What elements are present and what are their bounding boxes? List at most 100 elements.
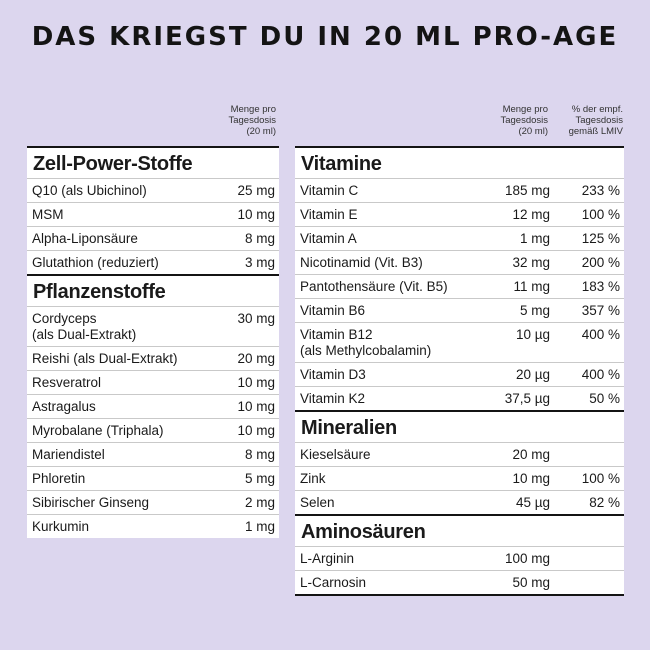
section-aminos-uren: Aminosäuren L-Arginin 100 mg L-Carnosin 50 m… [295,514,624,594]
nutrient-amount: 185 mg [504,183,550,198]
nutrient-row: Kurkumin 1 mg [27,514,279,538]
nutrient-amount: 11 mg [513,279,550,294]
nutrient-name: Cordyceps (als Dual-Extrakt) [32,311,137,342]
section-pflanzenstoffe: Pflanzenstoffe Cordyceps (als Dual-Extrak… [27,274,279,538]
nutrient-name: Astragalus [32,399,96,414]
nutrient-name: Reishi (als Dual-Extrakt) [32,351,178,366]
nutrient-row: Astragalus 10 mg [27,394,279,418]
section-mineralien: Mineralien Kieselsäure 20 mg Zink 10 mg 100 %… [295,410,624,514]
nutrient-amount: 10 mg [237,399,275,414]
nutrient-name: Glutathion (reduziert) [32,255,159,270]
nutrient-amount: 10 µg [515,327,550,342]
nutrient-row: Glutathion (reduziert) 3 mg [27,250,279,274]
nutrient-row: Phloretin 5 mg [27,466,279,490]
nutrient-name: Vitamin D3 [300,367,366,382]
nutrient-row: L-Carnosin 50 mg [295,570,624,594]
nutrient-name: L-Carnosin [300,575,367,590]
left-nutrient-panel: Zell-Power-Stoffe Q10 (als Ubichinol) 25 m… [27,146,279,538]
nutrient-name: Myrobalane (Triphala) [32,423,164,438]
nutrient-name: Alpha-Liponsäure [32,231,138,246]
nutrient-row: MSM 10 mg [27,202,279,226]
nutrient-amount: 10 mg [512,471,550,486]
nutrient-row: Reishi (als Dual-Extrakt) 20 mg [27,346,279,370]
nutrient-row: Vitamin A 1 mg 125 % [295,226,624,250]
nutrient-row: Selen 45 µg 82 % [295,490,624,514]
nutrient-row: Q10 (als Ubichinol) 25 mg [27,178,279,202]
section-title: Mineralien [301,417,397,439]
nutrient-percent: 233 % [581,183,620,198]
nutrient-amount: 5 mg [519,303,550,318]
nutrient-amount: 5 mg [244,471,275,486]
nutrient-row: Vitamin D3 20 µg 400 % [295,362,624,386]
nutrient-percent: 400 % [581,367,620,382]
nutrient-name: MSM [32,207,64,222]
nutrient-amount: 32 mg [512,255,550,270]
nutrient-name: Vitamin C [300,183,359,198]
nutrient-row: Vitamin K2 37,5 µg 50 % [295,386,624,410]
nutrient-percent: 50 % [589,391,620,406]
section-title: Vitamine [301,153,382,175]
nutrient-row: Pantothensäure (Vit. B5) 11 mg 183 % [295,274,624,298]
nutrient-percent: 200 % [581,255,620,270]
nutrient-row: Vitamin B6 5 mg 357 % [295,298,624,322]
nutrient-percent: 357 % [581,303,620,318]
nutrient-percent: 100 % [581,207,620,222]
nutrient-name: Vitamin B12 (als Methylcobalamin) [300,327,432,358]
nutrient-percent: 125 % [581,231,620,246]
left-column-header: Menge pro Tagesdosis (20 ml) [228,104,276,137]
nutrient-amount: 1 mg [244,519,275,534]
nutrient-name: Sibirischer Ginseng [32,495,150,510]
nutrient-name: Kurkumin [32,519,90,534]
nutrient-row: Resveratrol 10 mg [27,370,279,394]
nutrient-row: Nicotinamid (Vit. B3) 32 mg 200 % [295,250,624,274]
nutrient-name: Vitamin E [300,207,358,222]
section-vitamine: Vitamine Vitamin C 185 mg 233 % Vitamin E 12 … [295,146,624,410]
nutrient-amount: 8 mg [244,231,275,246]
nutrient-name: Kieselsäure [300,447,371,462]
nutrient-row: Zink 10 mg 100 % [295,466,624,490]
page-title: DAS KRIEGST DU IN 20 ML PRO-AGE [31,22,619,52]
nutrient-row: Alpha-Liponsäure 8 mg [27,226,279,250]
nutrient-name: Vitamin A [300,231,357,246]
nutrient-percent: 82 % [589,495,620,510]
nutrient-amount: 12 mg [512,207,550,222]
nutrient-amount: 10 mg [237,207,275,222]
section-title: Pflanzenstoffe [33,281,166,303]
nutrient-amount: 1 mg [519,231,550,246]
nutrient-name: Phloretin [32,471,86,486]
nutrient-amount: 10 mg [237,375,275,390]
nutrient-amount: 20 mg [512,447,550,462]
nutrient-row: Vitamin E 12 mg 100 % [295,202,624,226]
nutrient-amount: 10 mg [237,423,275,438]
nutrient-amount: 45 µg [515,495,550,510]
nutrient-name: Vitamin K2 [300,391,366,406]
right-nutrient-panel: Vitamine Vitamin C 185 mg 233 % Vitamin E 12 … [295,146,624,596]
nutrient-amount: 37,5 µg [504,391,550,406]
nutrient-amount: 20 mg [237,351,275,366]
right-column-header-percent: % der empf. Tagesdosis gemäß LMIV [568,104,623,137]
nutrient-amount: 30 mg [237,311,275,326]
nutrient-amount: 8 mg [244,447,275,462]
nutrient-row: Cordyceps (als Dual-Extrakt) 30 mg [27,306,279,346]
nutrient-amount: 20 µg [515,367,550,382]
nutrient-name: L-Arginin [300,551,355,566]
nutrient-row: Myrobalane (Triphala) 10 mg [27,418,279,442]
nutrient-name: Nicotinamid (Vit. B3) [300,255,423,270]
section-zell-power-stoffe: Zell-Power-Stoffe Q10 (als Ubichinol) 25 m… [27,146,279,274]
right-column-header-amount: Menge pro Tagesdosis (20 ml) [500,104,548,137]
nutrient-row: Sibirischer Ginseng 2 mg [27,490,279,514]
nutrient-percent: 400 % [581,327,620,342]
nutrient-name: Resveratrol [32,375,102,390]
nutrient-row: Kieselsäure 20 mg [295,442,624,466]
nutrient-amount: 3 mg [244,255,275,270]
nutrient-row: Vitamin B12 (als Methylcobalamin) 10 µg 40… [295,322,624,362]
nutrient-amount: 100 mg [504,551,550,566]
nutrient-row: Vitamin C 185 mg 233 % [295,178,624,202]
nutrient-amount: 50 mg [512,575,550,590]
nutrient-row: Mariendistel 8 mg [27,442,279,466]
nutrient-amount: 2 mg [244,495,275,510]
nutrient-name: Selen [300,495,335,510]
nutrient-name: Zink [300,471,326,486]
nutrient-percent: 183 % [581,279,620,294]
nutrient-name: Q10 (als Ubichinol) [32,183,147,198]
